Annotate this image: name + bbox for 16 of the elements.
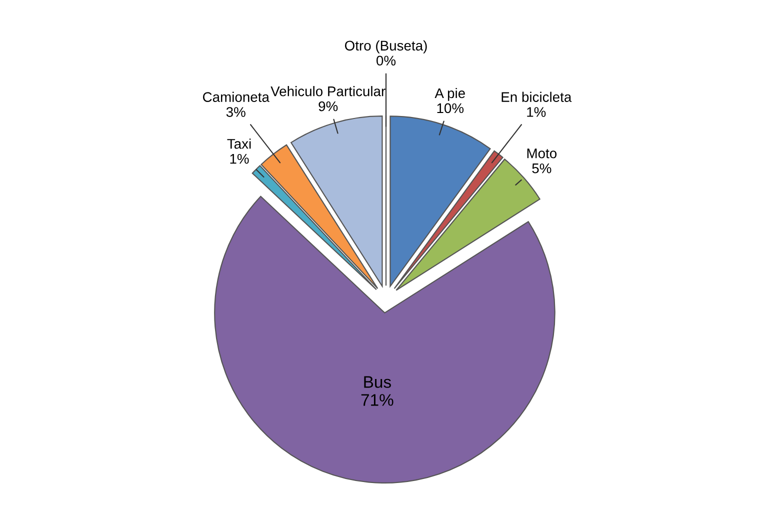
data-label: 5%	[532, 163, 552, 174]
slice-label: Vehiculo Particular	[270, 86, 386, 96]
slice-label: Taxi	[227, 138, 251, 149]
slice-label: Bus	[364, 376, 391, 388]
slice-label: Moto	[527, 148, 557, 158]
data-label: 10%	[437, 103, 464, 114]
data-label: 1%	[230, 154, 249, 164]
data-label: 3%	[226, 107, 246, 117]
data-label: 71%	[361, 394, 394, 406]
category-label: Otro (Buseta)	[344, 40, 427, 54]
slice-label: En bicicleta	[502, 92, 572, 102]
data-label: 1%	[527, 107, 546, 117]
slice-label: A pie	[434, 88, 465, 101]
slice-label: Camioneta	[202, 92, 270, 102]
data-label: 9%	[318, 101, 338, 112]
text: 0%	[376, 56, 396, 66]
